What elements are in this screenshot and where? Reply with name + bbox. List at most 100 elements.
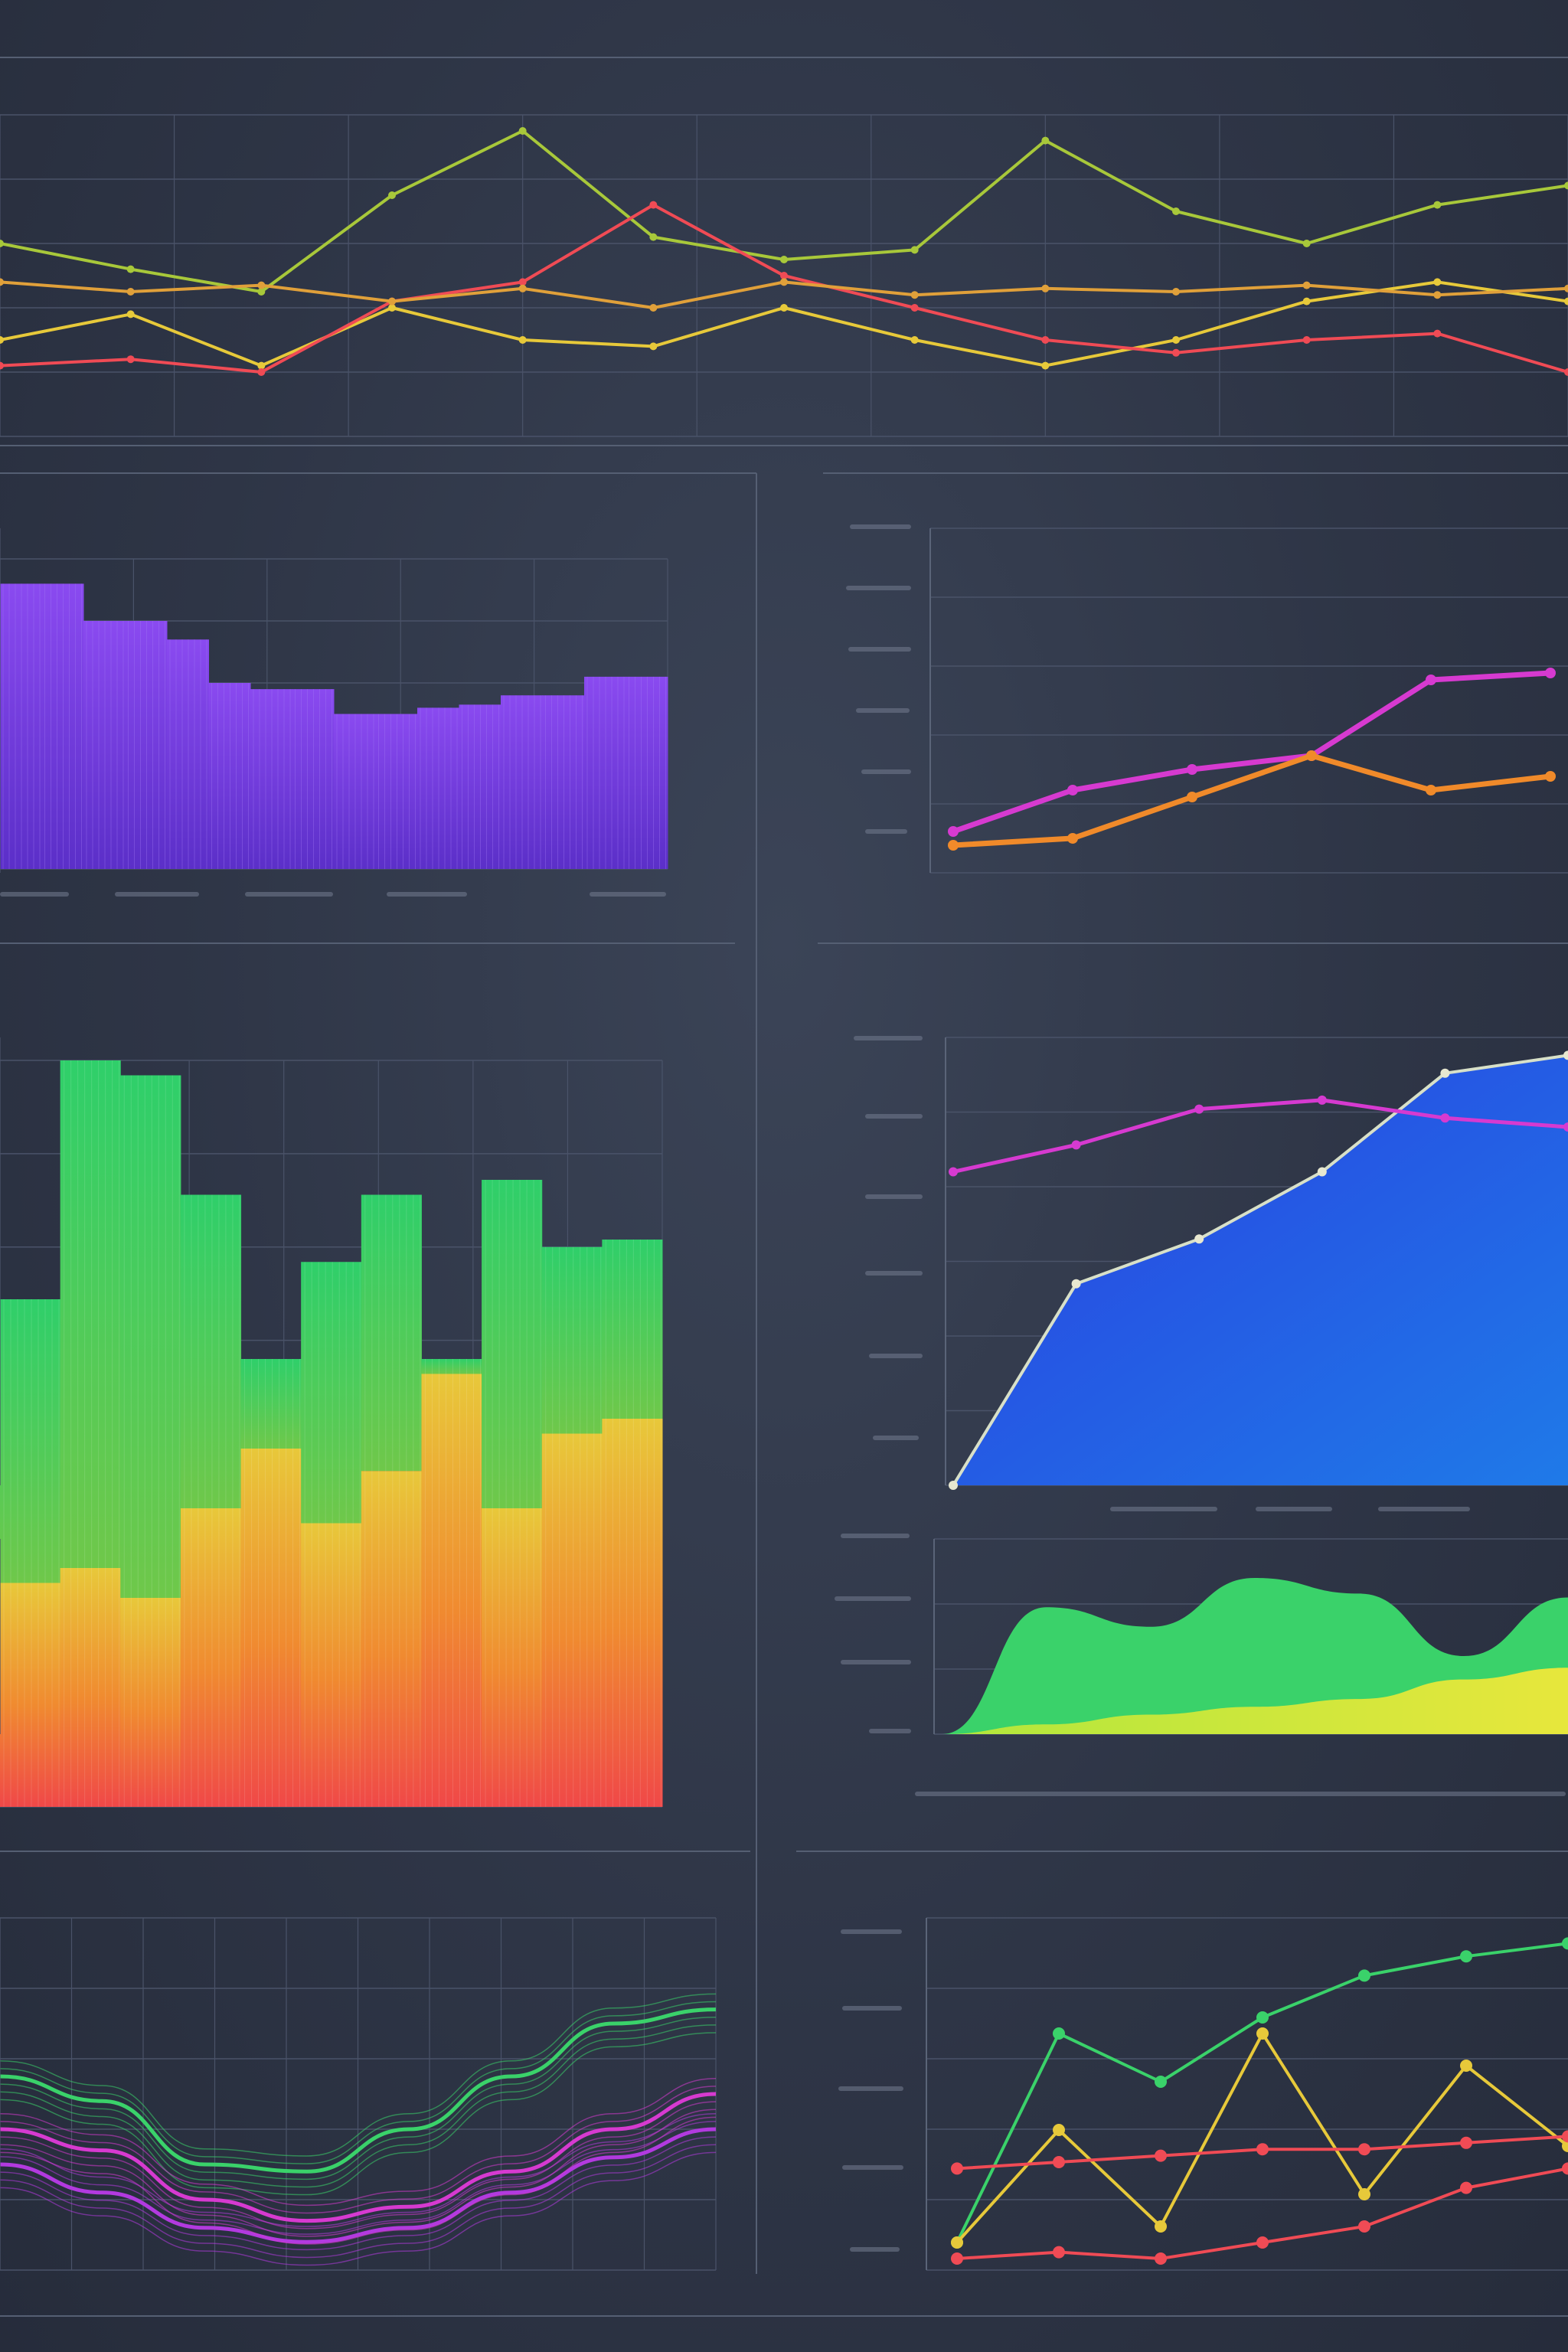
zigzag-lines-series-2-point [1562,2130,1568,2143]
chart-blue-area [0,1036,1568,1511]
blue-area-area-point [1071,1279,1081,1289]
stacked-bars-bar-upper [361,1194,422,1472]
stacked-bars-bar-upper [482,1180,543,1508]
right-two-lines-series-0-point [1426,675,1436,685]
zigzag-lines-series-0-point [1460,1950,1472,1963]
top-multiline-series-1-point [0,336,4,344]
chart-stacked-bars [0,1060,663,1808]
zigzag-lines-tick-mark [838,2086,903,2091]
purple-bars-bar [250,689,292,869]
top-multiline-series-3-point [780,278,788,286]
blue-area-m-series-0-point [1071,1140,1081,1150]
zigzag-lines-series-2-point [1155,2149,1167,2162]
green-area-tick-mark [869,1729,911,1733]
blue-area-m-series-0-point [1194,1104,1204,1114]
zigzag-lines-series-1-point [951,2236,963,2249]
right-two-lines-tick-mark [865,829,907,834]
chart-top-multiline [0,114,1568,437]
top-multiline-series-3-point [1172,288,1180,296]
blue-area-m-series-0-point [1563,1122,1568,1132]
zigzag-lines-series-1-line [956,2032,1568,2244]
blue-area-area-point [1440,1068,1450,1078]
wave-lines-series-2-line [0,2086,717,2214]
top-multiline-series-0-point [1433,201,1442,209]
blue-area-m-series-0-point [1317,1095,1327,1105]
zigzag-lines-series-0-point [1358,1969,1370,1982]
wave-lines-series-0-line [0,2001,717,2164]
purple-bars-bar [542,695,585,869]
top-multiline-series-0-line [0,129,1568,293]
stacked-bars-bar-lower [482,1508,543,1807]
purple-bars-bar [41,583,84,869]
top-multiline-series-1-point [1172,336,1180,344]
blue-area-m-series-0-point [1440,1113,1450,1123]
stacked-bars-bar-lower [421,1374,482,1807]
green-area-tick-mark [835,1596,911,1601]
top-multiline-series-1-point [1041,361,1050,370]
top-multiline-series-2-point [126,355,135,364]
blue-area-tick-mark [1256,1507,1332,1511]
zigzag-lines-series-3-point [1460,2181,1472,2194]
top-multiline-series-3-point [649,304,658,312]
wave-lines-series-1-line [0,2136,717,2251]
top-multiline-series-1-point [910,336,919,344]
top-multiline-series-0-point [910,246,919,254]
zigzag-lines-series-0-point [1562,1937,1568,1950]
right-two-lines-series-0-point [948,826,959,837]
top-multiline-series-3-point [1564,284,1568,292]
zigzag-lines-tick-mark [850,2247,900,2252]
top-multiline-series-2-point [649,201,658,209]
top-multiline-series-0-point [1041,136,1050,145]
zigzag-lines-series-3-point [1053,2246,1065,2259]
top-multiline-series-0-point [518,127,527,135]
zigzag-lines-series-3-point [1155,2252,1167,2265]
stacked-bars-bar-lower [60,1568,121,1807]
stacked-bars-bar-lower [120,1598,181,1807]
blue-area-m-series-0-point [949,1167,958,1177]
top-multiline-series-2-point [518,278,527,286]
stacked-bars-bar-upper [541,1246,603,1434]
stacked-bars-bar-upper [240,1359,302,1449]
blue-area-area-point [1194,1234,1204,1244]
right-two-lines-tick-mark [856,708,910,713]
wave-lines-series-0-line [0,2024,717,2188]
blue-area-tick-mark [873,1436,919,1440]
purple-bars-bar [375,714,418,869]
zigzag-lines-series-1-point [1155,2220,1167,2233]
top-multiline-series-2-point [0,361,4,370]
blue-area-area-point [949,1481,958,1490]
right-two-lines-series-1-point [1426,785,1436,795]
blue-area-tick-mark [854,1036,923,1040]
right-two-lines-tick-mark [861,769,911,774]
panel-frames [0,57,1568,2317]
stacked-bars-bar-upper [60,1060,121,1568]
green-area-tick-mark [841,1660,911,1664]
zigzag-lines-series-0-point [1053,2027,1065,2040]
stacked-bars-bar-lower [180,1508,242,1807]
zigzag-lines-series-2-point [1358,2143,1370,2156]
zigzag-lines-series-0-point [1256,2011,1269,2024]
top-multiline-series-3-point [257,281,266,289]
blue-area-tick-mark [865,1271,923,1276]
top-multiline-series-0-point [1564,181,1568,190]
purple-bars-bar [292,689,335,869]
purple-bars-tick-mark [590,892,666,897]
top-multiline-series-1-point [388,304,396,312]
top-multiline-series-2-point [1433,329,1442,338]
blue-area-tick-mark [869,1354,923,1358]
zigzag-lines-series-1-point [1053,2124,1065,2136]
top-multiline-series-1-point [780,304,788,312]
wave-lines-series-2-line [0,2078,717,2207]
stacked-bars-bar-lower [602,1419,663,1807]
purple-bars-bar [208,683,251,869]
purple-bars-bar [459,704,501,869]
purple-bars-tick-mark [115,892,199,897]
blue-area-tick-mark [865,1114,923,1119]
wave-lines-series-2-line [0,2109,717,2237]
stacked-bars-bar-upper [180,1194,242,1508]
zigzag-lines-tick-mark [842,2006,902,2011]
zigzag-lines-series-2-point [1256,2143,1269,2156]
right-two-lines-series-1-point [948,840,959,851]
zigzag-lines-series-2-point [951,2162,963,2175]
purple-bars-bar [167,639,209,869]
